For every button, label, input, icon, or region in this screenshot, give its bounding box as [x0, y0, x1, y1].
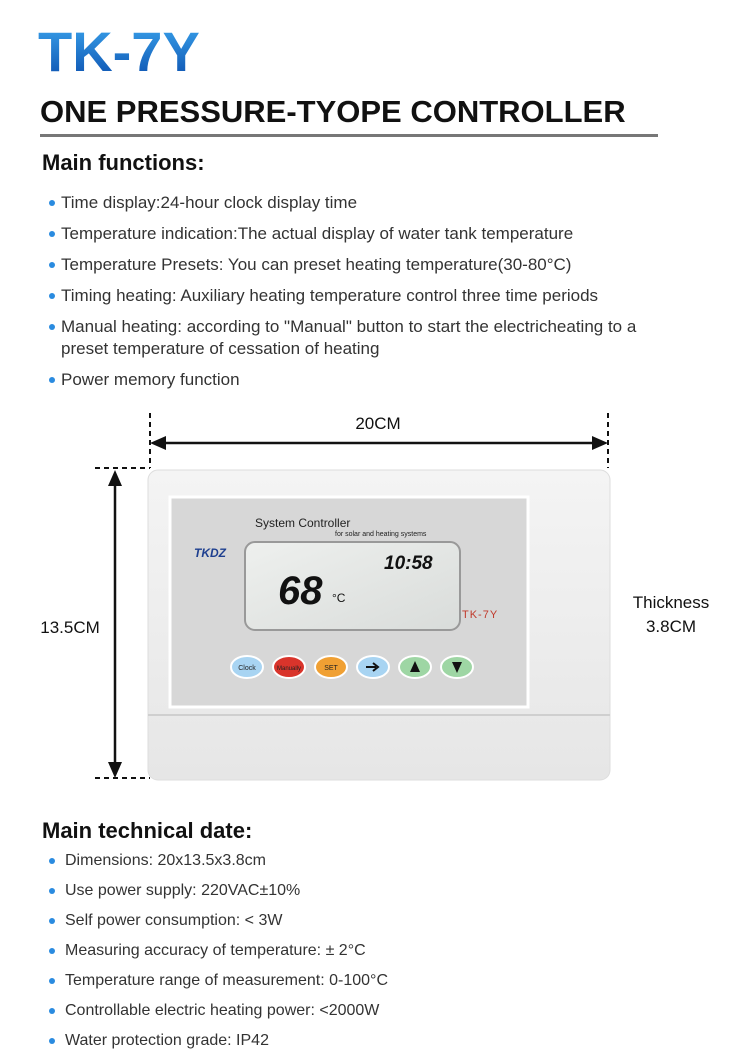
page-title: ONE PRESSURE-TYOPE CONTROLLER — [40, 94, 626, 129]
list-item: Power memory function — [49, 369, 681, 391]
height-label: 13.5CM — [40, 618, 100, 637]
list-item: Measuring accuracy of temperature: ± 2°C — [49, 940, 685, 962]
section-heading: Main technical date: — [42, 818, 253, 843]
temperature-display: 68 — [278, 569, 323, 613]
thickness-value: 3.8CM — [646, 617, 696, 636]
brand: TKDZ — [194, 546, 227, 560]
panel-subtitle: for solar and heating systems — [335, 531, 427, 538]
panel-title: System Controller — [255, 516, 350, 530]
list-item: Temperature range of measurement: 0-100°… — [49, 970, 685, 992]
device-model: TK-7Y — [462, 609, 498, 621]
thickness-label: Thickness — [633, 593, 710, 612]
button-label: Clock — [238, 665, 256, 672]
width-arrow — [150, 436, 608, 450]
list-item: Dimensions: 20x13.5x3.8cm — [49, 850, 685, 872]
button-label: Manually — [277, 666, 301, 672]
dimension-guides — [95, 413, 609, 779]
button-labels: Clock Manually SET — [238, 665, 338, 672]
list-item: Time display:24-hour clock display time — [49, 192, 681, 214]
list-item: Self power consumption: < 3W — [49, 910, 685, 932]
button-label: SET — [324, 665, 338, 672]
function-list: Time display:24-hour clock display time T… — [49, 192, 681, 400]
width-label: 20CM — [355, 414, 400, 433]
list-item: Use power supply: 220VAC±10% — [49, 880, 685, 902]
device: System Controller for solar and heating … — [147, 469, 611, 781]
title-rule — [40, 134, 658, 137]
section-heading: Main functions: — [42, 150, 205, 175]
device-diagram: 20CM 13.5CM Thickness 3.8CM System Contr… — [40, 413, 710, 781]
clock-display: 10:58 — [384, 553, 433, 574]
list-item: Controllable electric heating power: <20… — [49, 1000, 685, 1022]
height-arrow — [108, 470, 122, 778]
model-name: TK-7Y — [38, 20, 200, 83]
list-item: Water protection grade: IP42 — [49, 1030, 685, 1052]
list-item: Manual heating: according to "Manual" bu… — [49, 316, 681, 360]
list-item: Temperature Presets: You can preset heat… — [49, 254, 681, 276]
technical-list: Dimensions: 20x13.5x3.8cm Use power suppl… — [49, 850, 685, 1060]
list-item: Timing heating: Auxiliary heating temper… — [49, 285, 681, 307]
temperature-unit: °C — [332, 591, 346, 605]
list-item: Temperature indication:The actual displa… — [49, 223, 681, 245]
